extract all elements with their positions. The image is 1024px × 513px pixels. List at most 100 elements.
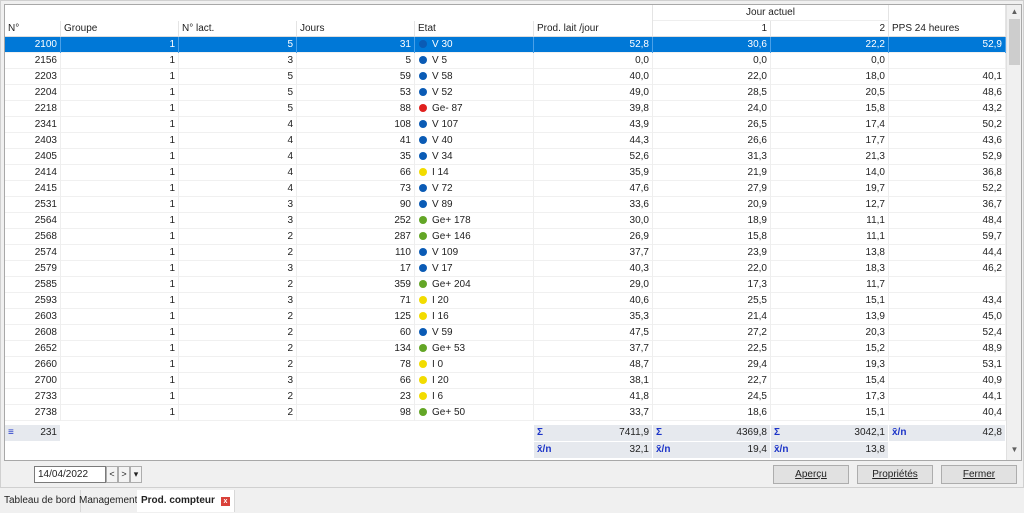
column-header-jour-2[interactable]: 2 [771,21,889,37]
column-header-groupe[interactable]: Groupe [61,21,179,37]
cell-jour-1: 24,5 [653,389,771,405]
cell-prod-lait: 35,3 [534,309,653,325]
apercu-button[interactable]: Aperçu [773,465,849,484]
sum-jour-2-value: 3042,1 [854,427,885,438]
table-row[interactable]: 2204 1 5 53 V 52 49,0 28,5 20,5 48,6 [5,85,1006,101]
cell-jour-2: 18,3 [771,261,889,277]
table-row[interactable]: 2660 1 2 78 I 0 48,7 29,4 19,3 53,1 [5,357,1006,373]
cell-lactation: 2 [179,325,297,341]
column-header-lactation[interactable]: N° lact. [179,21,297,37]
column-header-number[interactable]: N° [5,21,61,37]
cell-groupe: 1 [61,117,179,133]
scroll-thumb[interactable] [1009,19,1020,65]
column-header-jour-1[interactable]: 1 [653,21,771,37]
cell-jour-1: 27,2 [653,325,771,341]
etat-text: V 89 [432,199,453,210]
tab-management[interactable]: Management [75,490,143,512]
cell-pps-24h: 36,7 [889,197,1006,213]
table-row[interactable]: 2733 1 2 23 I 6 41,8 24,5 17,3 44,1 [5,389,1006,405]
table-row[interactable]: 2585 1 2 359 Ge+ 204 29,0 17,3 11,7 [5,277,1006,293]
table-row[interactable]: 2608 1 2 60 V 59 47,5 27,2 20,3 52,4 [5,325,1006,341]
table-row[interactable]: 2403 1 4 41 V 40 44,3 26,6 17,7 43,6 [5,133,1006,149]
cell-prod-lait: 40,0 [534,69,653,85]
etat-text: V 52 [432,87,453,98]
table-row[interactable]: 2415 1 4 73 V 72 47,6 27,9 19,7 52,2 [5,181,1006,197]
table-row[interactable]: 2652 1 2 134 Ge+ 53 37,7 22,5 15,2 48,9 [5,341,1006,357]
table-row[interactable]: 2156 1 3 5 V 5 0,0 0,0 0,0 [5,53,1006,69]
column-header-pps-24h[interactable]: PPS 24 heures [889,21,1006,37]
etat-text: Ge+ 53 [432,343,466,354]
tab-prod-compteur[interactable]: Prod. compteur x [137,490,235,512]
table-row[interactable]: 2574 1 2 110 V 109 37,7 23,9 13,8 44,4 [5,245,1006,261]
table-row[interactable]: 2203 1 5 59 V 58 40,0 22,0 18,0 40,1 [5,69,1006,85]
cell-prod-lait: 39,8 [534,101,653,117]
scroll-up-icon[interactable]: ▲ [1010,7,1019,16]
column-header-etat[interactable]: Etat [415,21,534,37]
cell-number: 2156 [5,53,61,69]
proprietes-button[interactable]: Propriétés [857,465,933,484]
table-row[interactable]: 2700 1 3 66 I 20 38,1 22,7 15,4 40,9 [5,373,1006,389]
table-row[interactable]: 2341 1 4 108 V 107 43,9 26,5 17,4 50,2 [5,117,1006,133]
average-icon: x̄/n [656,444,671,455]
cell-jour-2: 11,1 [771,229,889,245]
table-row[interactable]: 2738 1 2 98 Ge+ 50 33,7 18,6 15,1 40,4 [5,405,1006,421]
table-row[interactable]: 2568 1 2 287 Ge+ 146 26,9 15,8 11,1 59,7 [5,229,1006,245]
date-input[interactable]: 14/04/2022 [34,466,106,483]
cow-production-table: Jour actuel N° Groupe N° lact. Jours Etat Pro… [4,4,1022,461]
cell-prod-lait: 43,9 [534,117,653,133]
cell-prod-lait: 37,7 [534,341,653,357]
average-icon: x̄/n [774,444,789,455]
etat-text: V 59 [432,327,453,338]
cell-pps-24h: 52,4 [889,325,1006,341]
cell-jours: 134 [297,341,415,357]
table-row[interactable]: 2414 1 4 66 I 14 35,9 21,9 14,0 36,8 [5,165,1006,181]
table-row[interactable]: 2405 1 4 35 V 34 52,6 31,3 21,3 52,9 [5,149,1006,165]
cell-jours: 252 [297,213,415,229]
cell-etat: Ge+ 53 [415,341,534,357]
cell-etat: Ge+ 146 [415,229,534,245]
scroll-down-icon[interactable]: ▼ [1010,445,1019,454]
status-blue-dot-icon [419,72,427,80]
cell-etat: Ge+ 178 [415,213,534,229]
column-header-jours[interactable]: Jours [297,21,415,37]
cell-etat: I 0 [415,357,534,373]
vertical-scrollbar[interactable]: ▲ ▼ [1006,5,1021,460]
date-dropdown-button[interactable]: ▾ [130,466,142,483]
cell-number: 2403 [5,133,61,149]
table-row[interactable]: 2593 1 3 71 I 20 40,6 25,5 15,1 43,4 [5,293,1006,309]
table-row[interactable]: 2531 1 3 90 V 89 33,6 20,9 12,7 36,7 [5,197,1006,213]
previous-date-button[interactable]: < [106,466,118,483]
cell-groupe: 1 [61,101,179,117]
table-row[interactable]: 2564 1 3 252 Ge+ 178 30,0 18,9 11,1 48,4 [5,213,1006,229]
cell-number: 2218 [5,101,61,117]
tab-label: Management [79,495,138,506]
status-blue-dot-icon [419,136,427,144]
cell-lactation: 2 [179,405,297,421]
column-header-prod-lait[interactable]: Prod. lait /jour [534,21,653,37]
cell-prod-lait: 30,0 [534,213,653,229]
cell-groupe: 1 [61,341,179,357]
table-row[interactable]: 2603 1 2 125 I 16 35,3 21,4 13,9 45,0 [5,309,1006,325]
cell-jours: 35 [297,149,415,165]
fermer-button[interactable]: Fermer [941,465,1017,484]
cell-jour-1: 24,0 [653,101,771,117]
cell-lactation: 3 [179,293,297,309]
cell-lactation: 4 [179,165,297,181]
table-row[interactable]: 2218 1 5 88 Ge- 87 39,8 24,0 15,8 43,2 [5,101,1006,117]
next-date-button[interactable]: > [118,466,130,483]
cell-jour-2: 15,8 [771,101,889,117]
status-green-dot-icon [419,408,427,416]
cell-number: 2568 [5,229,61,245]
cell-pps-24h: 53,1 [889,357,1006,373]
tab-tableau-de-bord[interactable]: Tableau de bord [0,490,81,512]
cell-jours: 60 [297,325,415,341]
cell-groupe: 1 [61,149,179,165]
table-row[interactable]: 2579 1 3 17 V 17 40,3 22,0 18,3 46,2 [5,261,1006,277]
table-row[interactable]: 2100 1 5 31 V 30 52,8 30,6 22,2 52,9 [5,37,1006,53]
close-tab-icon[interactable]: x [220,497,230,506]
cell-jours: 17 [297,261,415,277]
cell-jours: 59 [297,69,415,85]
cell-jour-1: 25,5 [653,293,771,309]
cell-jour-1: 17,3 [653,277,771,293]
cell-jour-1: 21,4 [653,309,771,325]
